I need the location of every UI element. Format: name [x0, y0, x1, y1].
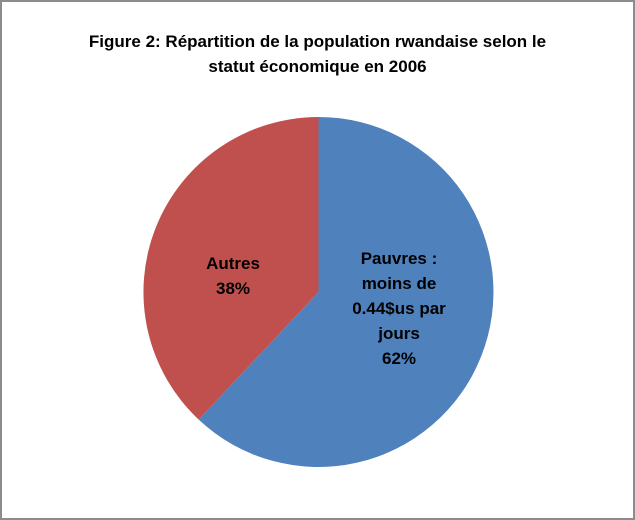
chart-title: Figure 2: Répartition de la population r…: [2, 29, 633, 79]
pie-label-pauvres: Pauvres : moins de 0.44$us par jours 62%: [352, 249, 446, 368]
pie-slice-pauvres: [198, 117, 494, 467]
chart-title-line1: Figure 2: Répartition de la population r…: [88, 32, 547, 51]
chart-title-line2: statut économique en 2006: [208, 57, 427, 76]
pie-slice-autres: [143, 117, 319, 420]
pie-label-autres: Autres 38%: [206, 254, 260, 298]
